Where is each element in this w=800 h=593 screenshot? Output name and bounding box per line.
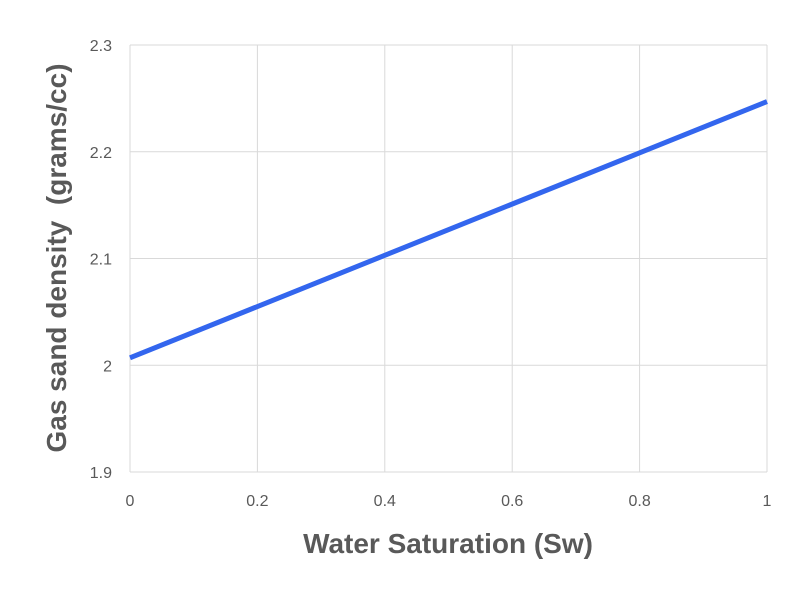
y-tick-label: 1.9 [90, 465, 112, 482]
y-tick-label: 2.2 [90, 145, 112, 162]
x-tick-label: 0.2 [246, 493, 268, 510]
y-axis-label: Gas sand density (grams/cc) [41, 63, 72, 452]
y-tick-label: 2 [103, 358, 112, 375]
x-tick-label: 0.8 [628, 493, 650, 510]
series-line [129, 99, 768, 361]
x-tick-label: 1 [763, 493, 772, 510]
x-tick-label: 0.4 [374, 493, 396, 510]
y-tick-label: 2.3 [90, 38, 112, 55]
x-tick-label: 0 [126, 493, 135, 510]
y-tick-label: 2.1 [90, 252, 112, 269]
x-axis-label: Water Saturation (Sw) [303, 528, 593, 559]
x-tick-label: 0.6 [501, 493, 523, 510]
